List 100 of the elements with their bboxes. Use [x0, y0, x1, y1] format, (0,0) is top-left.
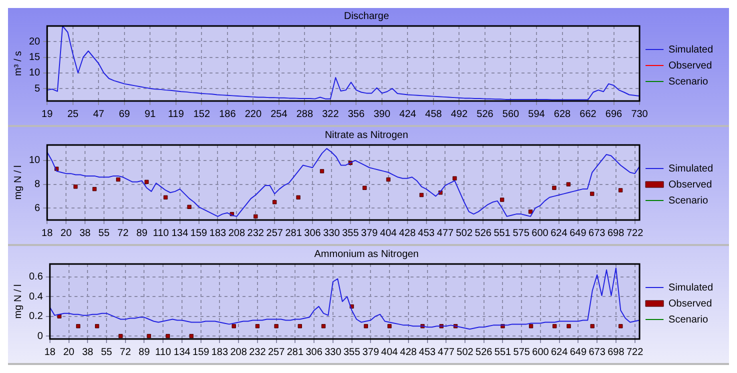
- x-tick-label: 20: [63, 346, 75, 358]
- legend-label: Scenario: [668, 314, 708, 326]
- point: [189, 334, 194, 338]
- legend-label: Simulated: [668, 44, 713, 56]
- x-tick-label: 257: [268, 346, 286, 358]
- point: [187, 204, 192, 209]
- x-tick-label: 662: [580, 108, 597, 120]
- point: [552, 186, 556, 190]
- legend-label: Observed: [668, 60, 712, 72]
- x-tick-label: 379: [362, 346, 380, 358]
- chart-title: Discharge: [344, 10, 390, 22]
- x-tick-label: 551: [494, 346, 512, 358]
- x-tick-label: 208: [230, 346, 248, 358]
- y-tick-label: 20: [29, 36, 41, 48]
- point: [552, 324, 557, 328]
- point: [528, 210, 533, 214]
- x-tick-label: 594: [528, 108, 546, 120]
- x-tick-label: 306: [304, 228, 322, 239]
- x-tick-label: 55: [98, 228, 110, 239]
- point: [274, 324, 278, 328]
- x-tick-label: 232: [247, 228, 264, 239]
- x-tick-label: 20: [60, 228, 72, 239]
- x-tick-label: 152: [193, 108, 210, 120]
- x-tick-label: 134: [171, 228, 189, 239]
- x-tick-label: 355: [342, 228, 360, 239]
- x-tick-label: 526: [476, 108, 494, 120]
- point: [94, 324, 100, 328]
- legend-label: Simulated: [668, 282, 713, 294]
- point: [116, 177, 120, 182]
- point: [73, 184, 78, 189]
- point: [321, 324, 326, 328]
- y-tick-label: 0.4: [28, 291, 44, 302]
- point: [452, 176, 457, 180]
- y-tick-label: 10: [29, 68, 41, 79]
- legend-label: Observed: [668, 179, 712, 190]
- point: [387, 324, 392, 328]
- x-tick-label: 134: [174, 346, 191, 358]
- point: [364, 324, 368, 328]
- x-tick-label: 55: [100, 346, 113, 358]
- point: [76, 324, 80, 328]
- point: [566, 182, 571, 186]
- y-tick-label: 0.6: [28, 272, 44, 283]
- x-tick-label: 72: [120, 346, 132, 358]
- point: [57, 314, 62, 318]
- point: [528, 324, 534, 328]
- x-tick-label: 18: [42, 228, 54, 239]
- legend-label: Scenario: [668, 76, 708, 88]
- point: [146, 334, 152, 338]
- x-tick-label: 208: [228, 228, 246, 239]
- x-tick-label: 390: [374, 108, 391, 120]
- x-tick-label: 19: [42, 108, 54, 120]
- x-tick-label: 428: [398, 228, 416, 239]
- y-tick-label: 15: [29, 52, 41, 63]
- x-tick-label: 38: [82, 346, 94, 358]
- x-tick-label: 257: [266, 228, 284, 239]
- x-tick-label: 492: [450, 108, 468, 120]
- y-axis-title: mg N / l: [12, 284, 24, 319]
- x-tick-label: 551: [494, 228, 511, 239]
- y-tick-label: 5: [34, 83, 41, 94]
- point: [296, 195, 300, 200]
- x-tick-label: 428: [400, 346, 418, 358]
- x-tick-label: 502: [456, 228, 473, 239]
- x-tick-label: 69: [118, 108, 130, 120]
- x-tick-label: 47: [93, 108, 105, 120]
- x-tick-label: 159: [190, 228, 208, 239]
- x-tick-label: 502: [456, 346, 474, 358]
- x-tick-label: 404: [380, 228, 398, 239]
- x-tick-label: 560: [502, 108, 520, 120]
- x-tick-label: 453: [418, 228, 436, 239]
- legend-label: Scenario: [668, 195, 708, 206]
- x-tick-label: 730: [631, 108, 648, 120]
- x-tick-label: 458: [425, 108, 442, 120]
- x-tick-label: 698: [607, 228, 625, 239]
- x-tick-label: 91: [144, 108, 156, 120]
- x-tick-label: 110: [155, 346, 172, 358]
- x-tick-label: 673: [588, 346, 606, 358]
- x-tick-label: 628: [554, 108, 572, 120]
- point: [320, 169, 324, 174]
- x-tick-label: 89: [138, 346, 150, 358]
- y-axis-title: mg N / l: [12, 165, 24, 200]
- x-tick-label: 281: [286, 346, 304, 358]
- point: [166, 334, 170, 338]
- x-tick-label: 159: [192, 346, 210, 358]
- point: [232, 324, 236, 328]
- point: [298, 324, 302, 328]
- x-tick-label: 477: [438, 346, 455, 358]
- x-tick-label: 379: [361, 228, 378, 239]
- point: [118, 334, 123, 338]
- point: [144, 180, 149, 184]
- x-tick-label: 89: [136, 228, 148, 239]
- x-tick-label: 288: [296, 108, 314, 120]
- x-tick-label: 254: [270, 108, 288, 120]
- x-tick-label: 25: [67, 108, 79, 120]
- y-tick-label: 0.2: [28, 311, 44, 322]
- x-tick-label: 722: [626, 228, 644, 239]
- point: [419, 192, 424, 198]
- x-tick-label: 186: [219, 108, 236, 120]
- point: [500, 198, 504, 202]
- x-tick-label: 119: [168, 108, 184, 120]
- y-axis-title: m³ / s: [12, 51, 24, 76]
